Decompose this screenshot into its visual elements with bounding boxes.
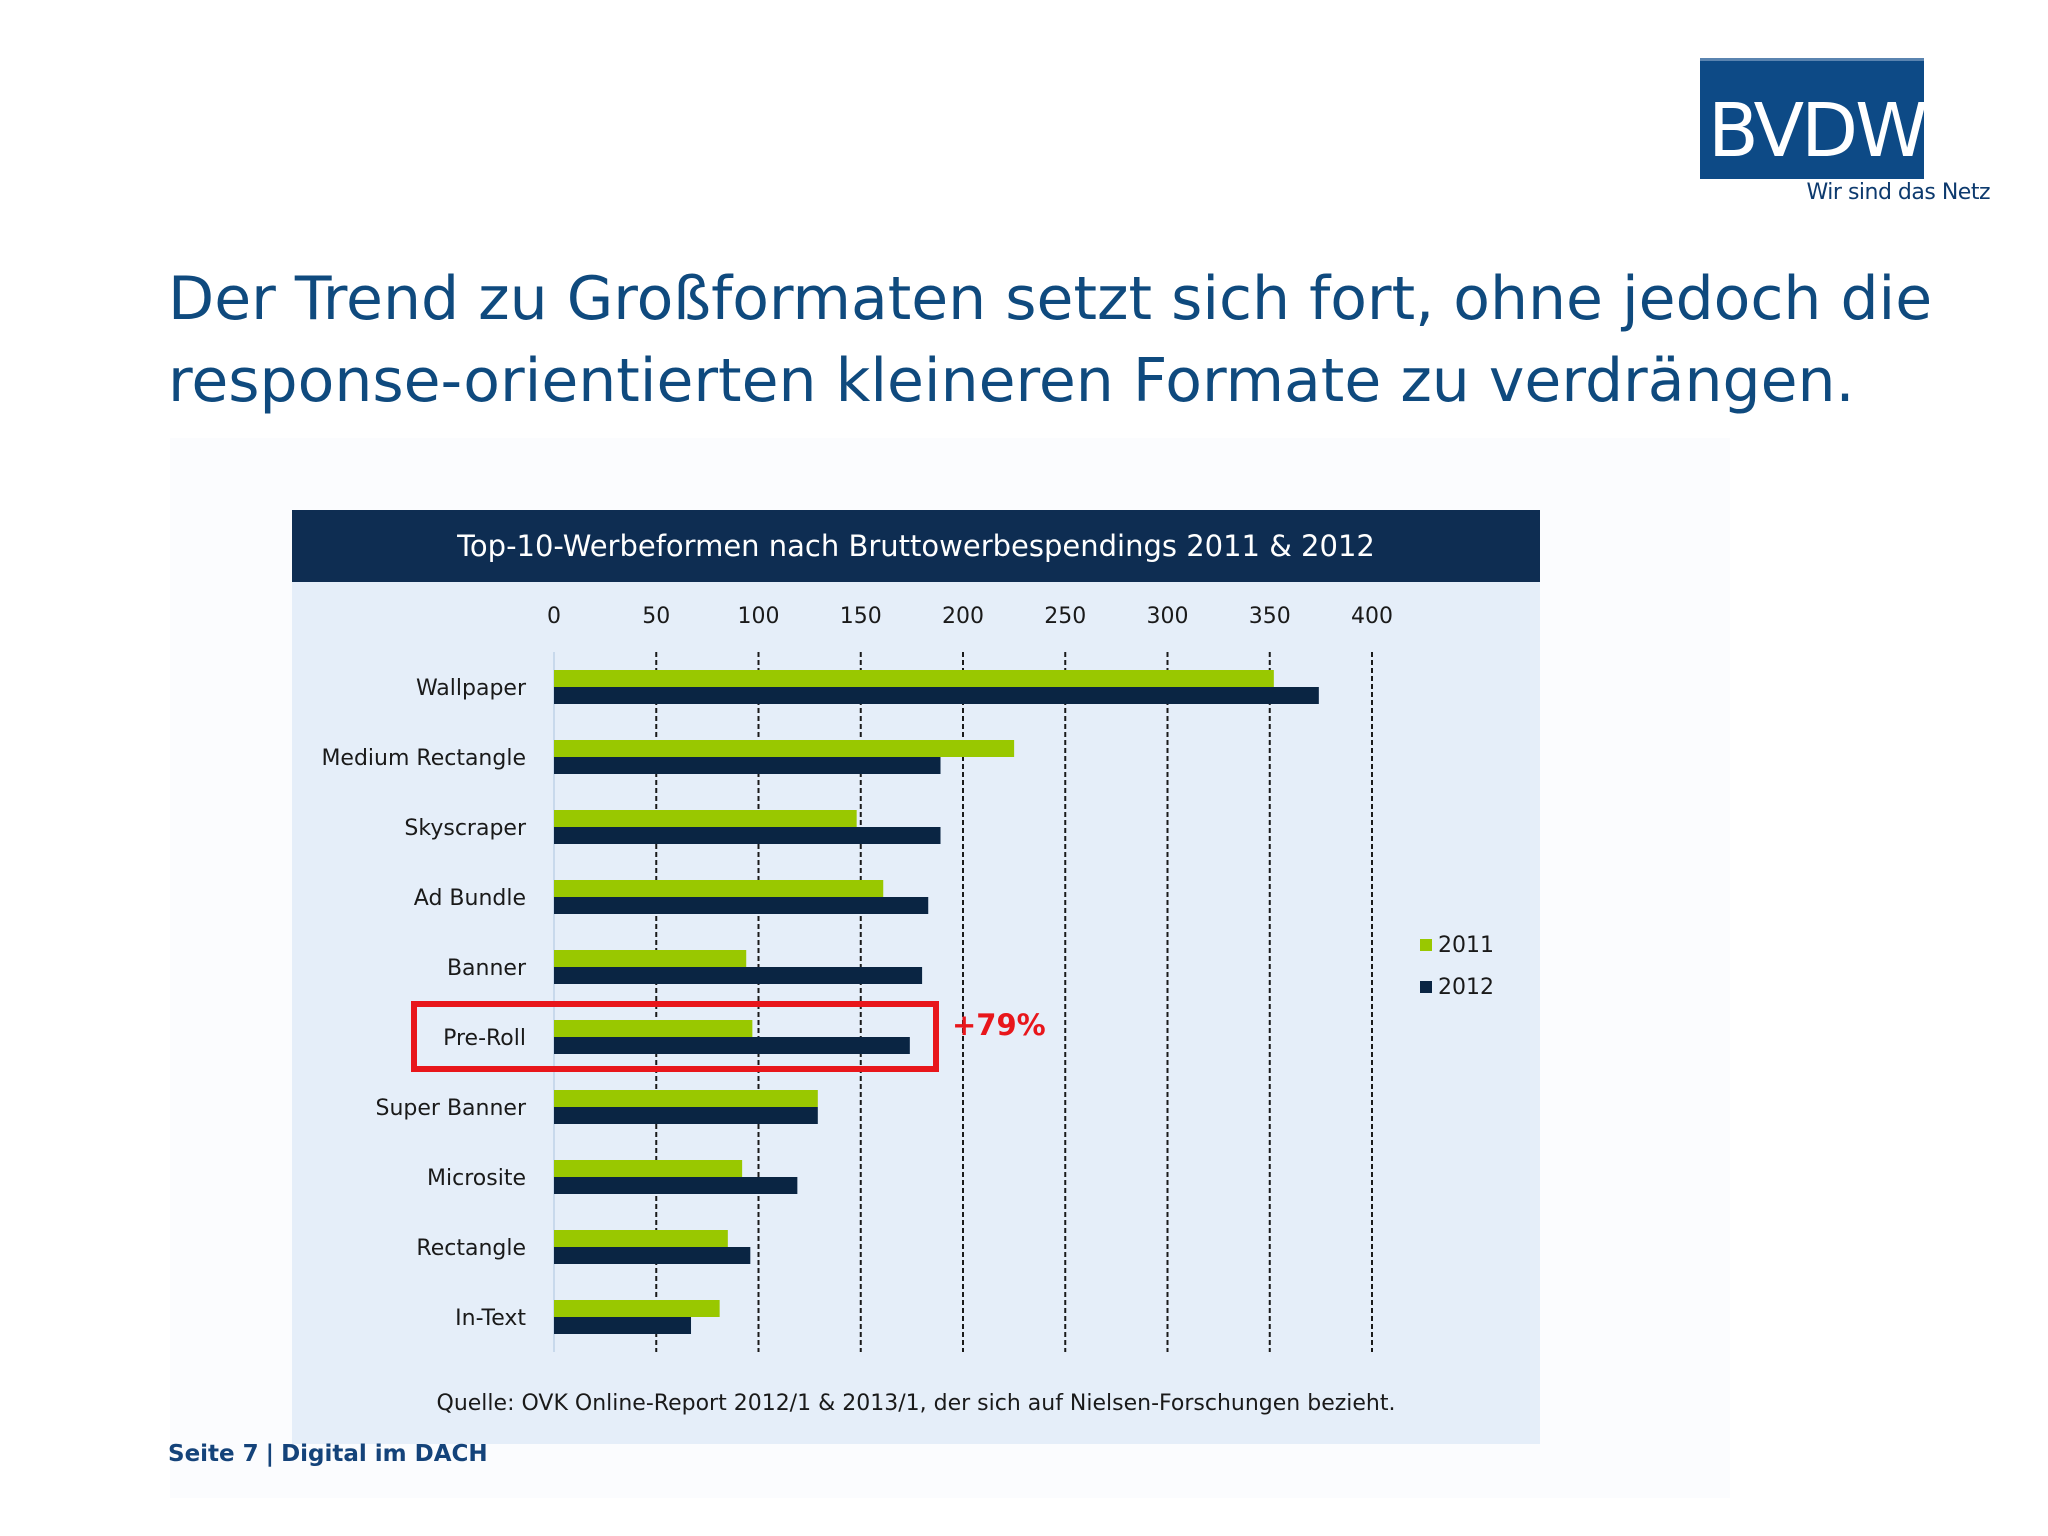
headline-line-2: response-orientierten kleineren Formate … (168, 346, 1855, 416)
bar-2011 (554, 740, 1015, 757)
category-label: Wallpaper (416, 676, 527, 701)
x-tick-label: 50 (642, 604, 670, 629)
bar-2012 (554, 1037, 910, 1054)
x-tick-label: 300 (1147, 604, 1189, 629)
category-label: Super Banner (376, 1096, 527, 1121)
bar-2011 (554, 1020, 753, 1037)
bar-2012 (554, 687, 1319, 704)
legend-swatch-2012 (1420, 981, 1432, 993)
legend-swatch-2011 (1420, 939, 1432, 951)
x-tick-label: 250 (1044, 604, 1086, 629)
x-tick-label: 0 (547, 604, 561, 629)
bvdw-tagline: Wir sind das Netz (1806, 180, 1991, 205)
category-labels: Wallpaper Medium Rectangle Skyscraper Ad Bu… (321, 676, 527, 1331)
slide-footer: Seite 7 | Digital im DACH (168, 1441, 488, 1467)
x-tick-label: 100 (738, 604, 780, 629)
bar-2011 (554, 1230, 728, 1247)
pre-roll-growth-annotation: +79% (952, 1008, 1046, 1042)
bar-2012 (554, 1107, 818, 1124)
footer-section: Digital im DACH (281, 1441, 488, 1467)
bar-chart: Top-10-Werbeformen nach Bruttowerbespend… (292, 510, 1540, 1444)
bar-2011 (554, 670, 1274, 687)
chart-bars (554, 670, 1319, 1334)
bar-2011 (554, 880, 884, 897)
bar-2012 (554, 897, 929, 914)
category-label: Banner (447, 956, 527, 981)
chart-source: Quelle: OVK Online-Report 2012/1 & 2013/… (437, 1391, 1396, 1416)
bar-2011 (554, 1300, 720, 1317)
bar-2012 (554, 827, 941, 844)
category-label: Ad Bundle (414, 886, 526, 911)
category-label: Skyscraper (404, 816, 527, 841)
category-label: Pre-Roll (443, 1026, 526, 1051)
footer-separator: | (265, 1441, 275, 1467)
bar-2011 (554, 1160, 743, 1177)
bar-2012 (554, 757, 941, 774)
bvdw-logo: BVDW Wir sind das Netz (1700, 58, 1991, 208)
pre-roll-highlight-box (411, 1001, 939, 1072)
legend-label-2012: 2012 (1438, 975, 1494, 1000)
legend-label-2011: 2011 (1438, 933, 1494, 958)
category-label: Microsite (427, 1166, 526, 1191)
bvdw-logo-box: BVDW (1700, 58, 1928, 179)
x-tick-label: 150 (840, 604, 882, 629)
bar-2011 (554, 1090, 818, 1107)
headline-line-1: Der Trend zu Großformaten setzt sich for… (168, 264, 1933, 334)
chart-title: Top-10-Werbeformen nach Bruttowerbespend… (456, 529, 1375, 563)
category-label: In-Text (455, 1306, 526, 1331)
x-tick-label: 400 (1351, 604, 1393, 629)
bar-2011 (554, 950, 747, 967)
bar-2011 (554, 810, 857, 827)
x-tick-label: 350 (1249, 604, 1291, 629)
footer-page: Seite 7 (168, 1441, 259, 1467)
chart-legend: 2011 2012 (1420, 933, 1494, 1000)
chart-container: Top-10-Werbeformen nach Bruttowerbespend… (170, 438, 1730, 1498)
bar-2012 (554, 1177, 798, 1194)
chart-title-bar (292, 510, 1540, 582)
bar-2012 (554, 967, 923, 984)
bar-2012 (554, 1247, 751, 1264)
x-tick-label: 200 (942, 604, 984, 629)
bar-2012 (554, 1317, 692, 1334)
slide-headline: Der Trend zu Großformaten setzt sich for… (168, 258, 1968, 422)
x-axis-ticks: 0 50 100 150 200 250 300 350 400 (547, 604, 1393, 629)
bvdw-logo-text: BVDW (1708, 88, 1928, 174)
category-label: Rectangle (416, 1236, 526, 1261)
category-label: Medium Rectangle (321, 746, 526, 771)
